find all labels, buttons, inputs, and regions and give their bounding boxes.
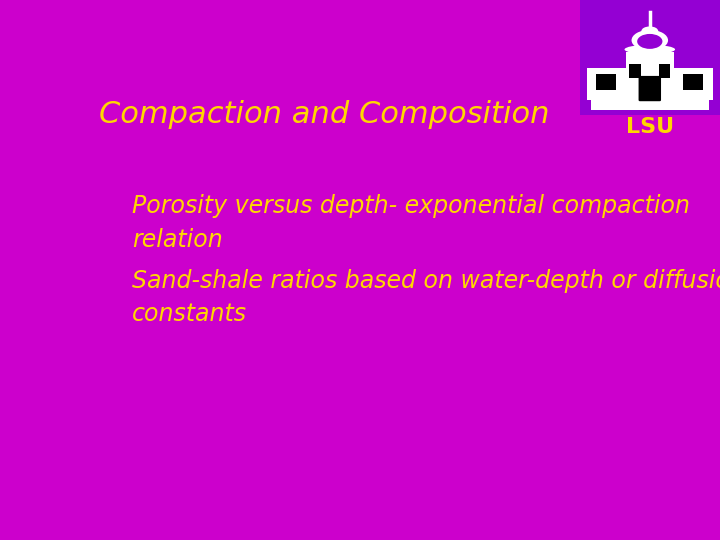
Ellipse shape	[637, 34, 662, 49]
Ellipse shape	[624, 45, 675, 54]
Bar	[659, 64, 670, 78]
Bar	[674, 68, 713, 100]
Bar	[629, 64, 641, 78]
Bar	[626, 52, 674, 100]
Text: LSU: LSU	[626, 117, 674, 137]
Bar	[596, 73, 616, 90]
Ellipse shape	[642, 26, 658, 36]
Text: Compaction and Composition: Compaction and Composition	[99, 100, 549, 129]
Bar	[587, 68, 626, 100]
Text: Porosity versus depth- exponential compaction
relation: Porosity versus depth- exponential compa…	[132, 194, 690, 252]
Ellipse shape	[631, 30, 668, 51]
Text: Sand-shale ratios based on water-depth or diffusion
constants: Sand-shale ratios based on water-depth o…	[132, 269, 720, 326]
FancyBboxPatch shape	[639, 76, 661, 101]
Bar	[683, 73, 703, 90]
Bar	[591, 99, 708, 110]
